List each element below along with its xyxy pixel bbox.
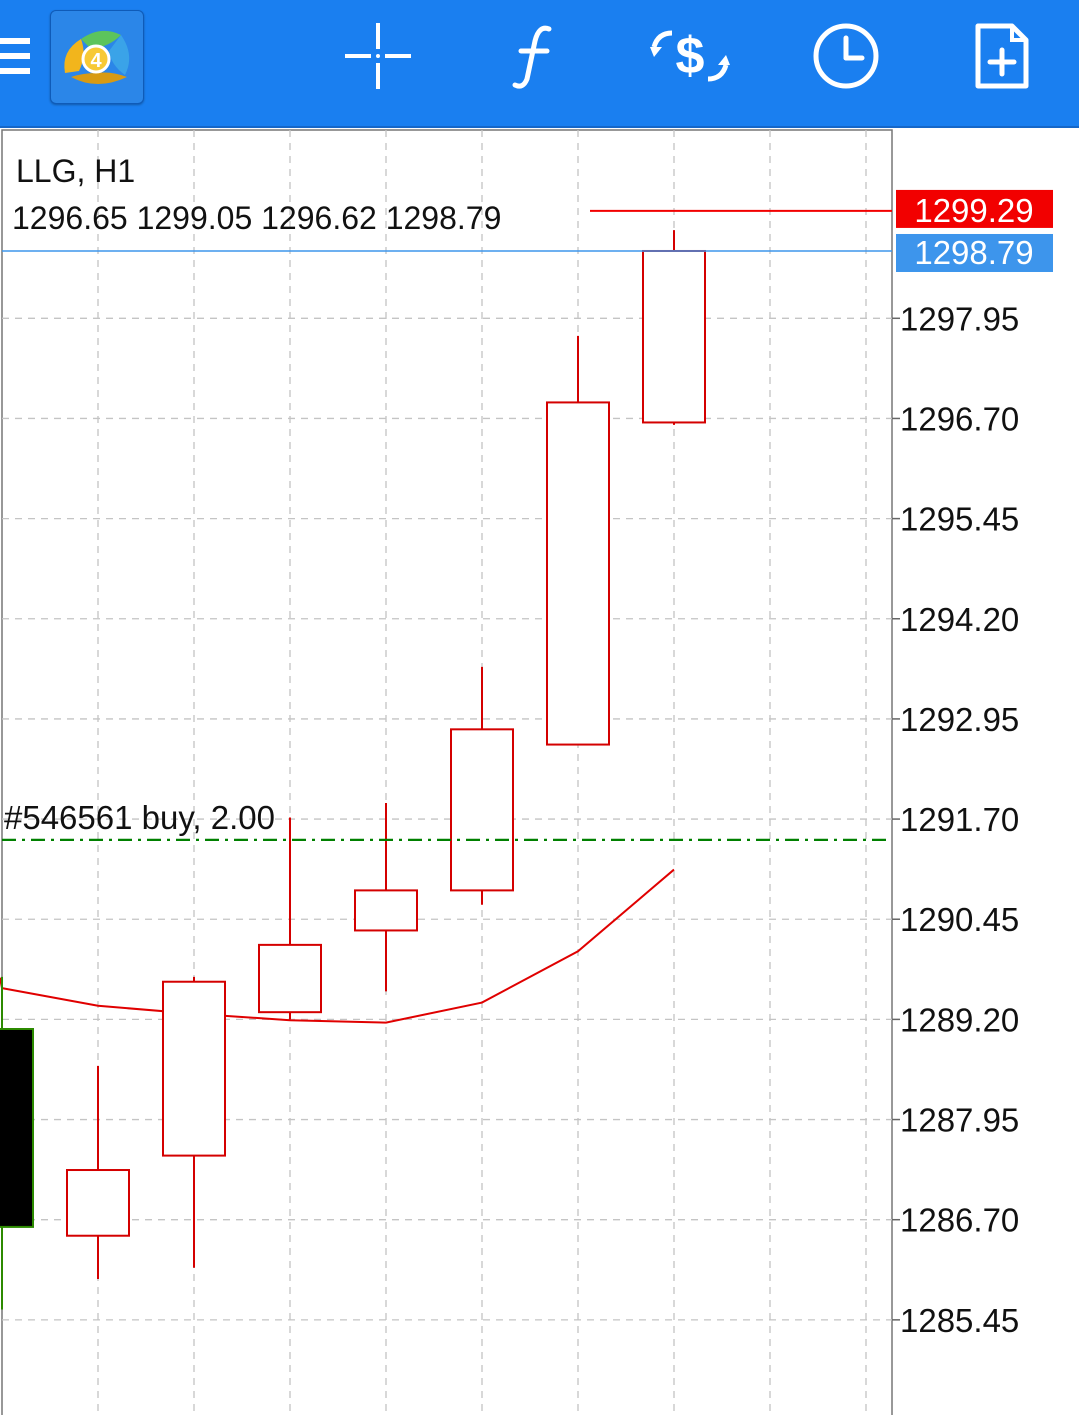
plot-frame (1, 129, 893, 1420)
price-tick-label: 1289.20 (900, 1001, 1019, 1038)
price-tick-label: 1290.45 (900, 901, 1019, 938)
hamburger-menu-icon (0, 38, 30, 74)
price-tick-label: 1296.70 (900, 400, 1019, 437)
bullish-candle (66, 1169, 130, 1237)
timeframe-clock-icon (813, 23, 879, 89)
indicators-icon (512, 25, 552, 89)
price-chart[interactable]: 1297.95 1296.70 1295.45 1294.20 1292.95 1291.… (0, 128, 1079, 1420)
price-tick-label: 1286.70 (900, 1202, 1019, 1239)
menu-button[interactable] (0, 0, 34, 112)
chart-grid (1, 129, 893, 1420)
symbol-timeframe-label: LLG, H1 (16, 153, 135, 189)
bid-price-badge (896, 233, 1053, 272)
bullish-candle (546, 401, 610, 746)
new-order-icon (975, 23, 1029, 89)
bullish-candle (258, 943, 322, 1014)
timeframe-button[interactable] (806, 0, 886, 112)
moving-average (0, 868, 675, 1024)
ohlc-label: 1296.65 1299.05 1296.62 1298.79 (12, 200, 501, 236)
candles (0, 230, 706, 1310)
trade-button[interactable]: $ (648, 0, 732, 112)
svg-text:$: $ (676, 27, 705, 85)
svg-text:4: 4 (90, 50, 102, 72)
price-axis: 1297.95 1296.70 1295.45 1294.20 1292.95 1291.… (892, 300, 1019, 1339)
order-label: #546561 buy, 2.00 (4, 799, 275, 836)
price-tick-label: 1292.95 (900, 701, 1019, 738)
bullish-candle (450, 728, 514, 892)
app-logo-button[interactable]: 4 (50, 10, 144, 104)
bid-price-label: 1298.79 (914, 234, 1033, 271)
ask-price-label: 1299.29 (914, 192, 1033, 229)
price-tick-label: 1297.95 (900, 300, 1019, 337)
trade-icon: $ (650, 27, 730, 85)
chart-area[interactable]: 1297.95 1296.70 1295.45 1294.20 1292.95 1291.… (0, 128, 1079, 1420)
moving-average-line (0, 868, 675, 1024)
price-tick-label: 1287.95 (900, 1102, 1019, 1139)
price-levels: 1299.29 1298.79 #546561 buy, 2.00 (2, 189, 1053, 842)
crosshair-icon (345, 23, 411, 89)
price-tick-label: 1294.20 (900, 601, 1019, 638)
price-tick-label: 1291.70 (900, 801, 1019, 838)
bullish-candle (162, 980, 226, 1157)
bullish-candle (354, 889, 418, 932)
bearish-candle (0, 1028, 34, 1228)
new-order-button[interactable] (962, 0, 1042, 112)
ask-price-badge (896, 189, 1053, 228)
indicators-button[interactable] (495, 0, 575, 112)
price-tick-label: 1285.45 (900, 1302, 1019, 1339)
metatrader-logo-icon: 4 (64, 30, 130, 84)
price-tick-label: 1295.45 (900, 501, 1019, 538)
top-toolbar: 4 $ (0, 0, 1079, 128)
bullish-candle (642, 249, 706, 424)
crosshair-button[interactable] (338, 0, 418, 112)
